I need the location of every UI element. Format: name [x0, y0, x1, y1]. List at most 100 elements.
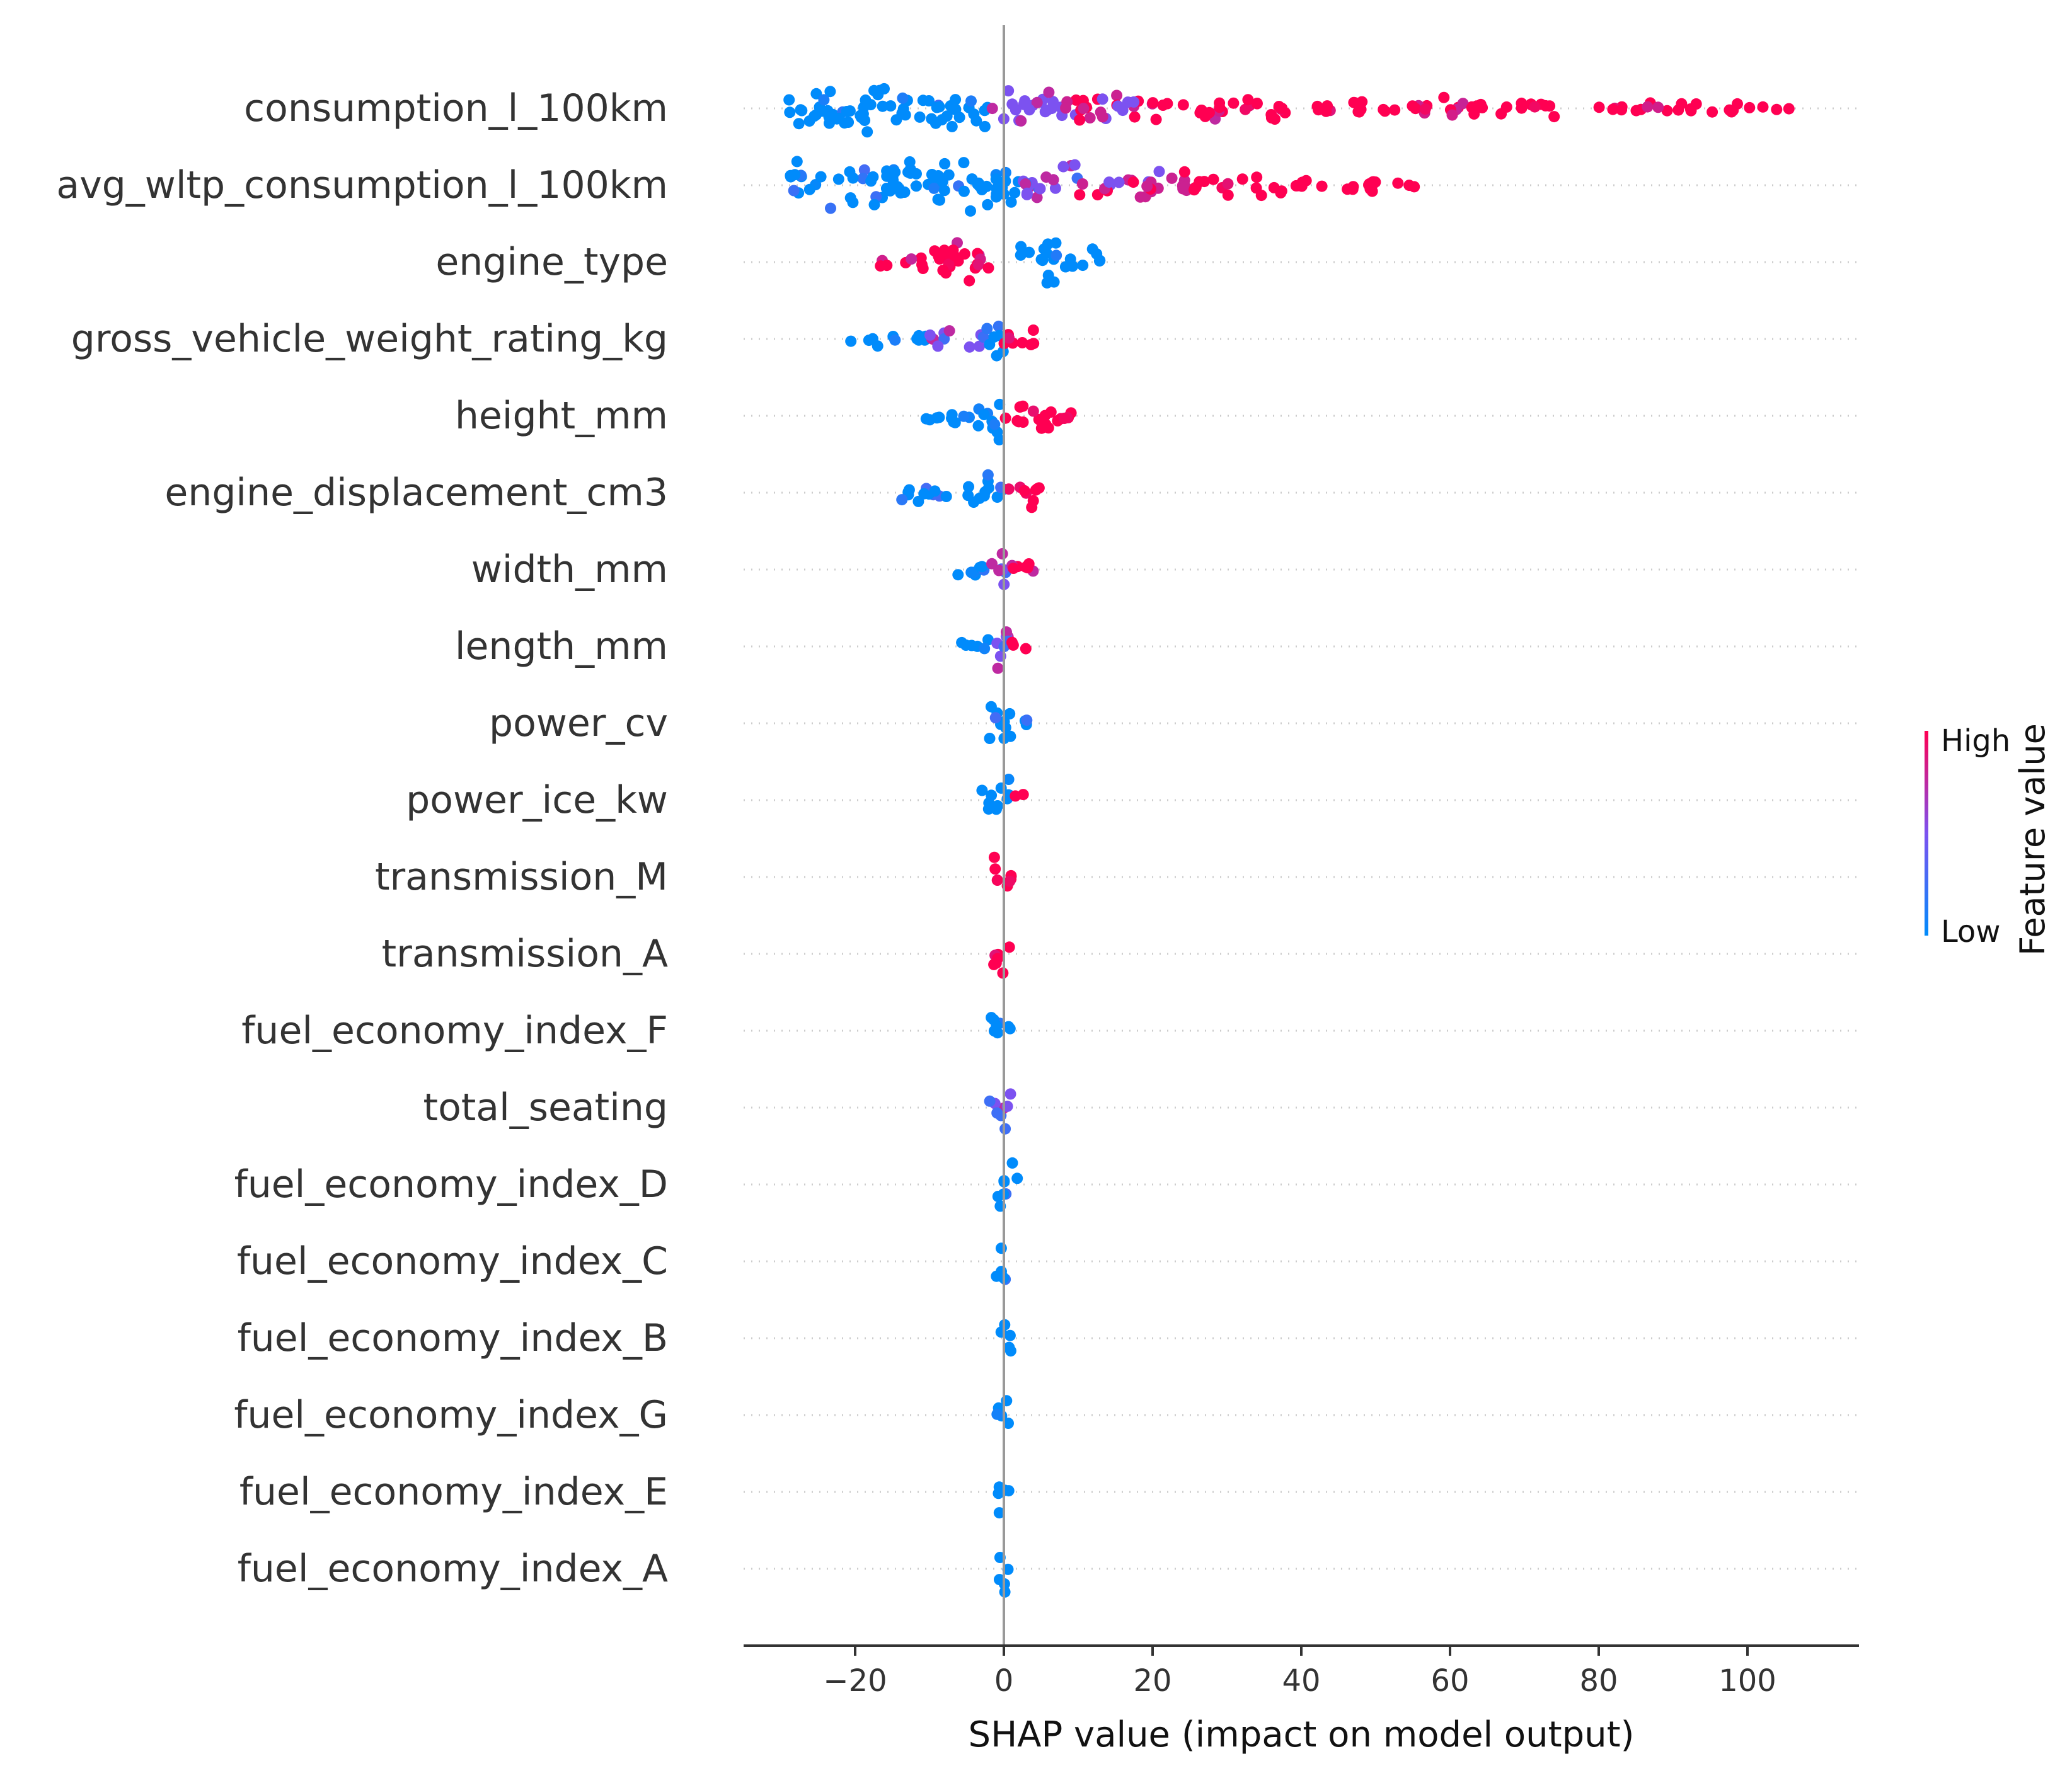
feature-label: engine_displacement_cm3	[164, 471, 668, 515]
shap-point	[906, 253, 918, 265]
shap-point	[1661, 105, 1673, 117]
feature-label: gross_vehicle_weight_rating_kg	[71, 317, 668, 361]
shap-point	[1476, 101, 1488, 113]
shap-point	[1017, 789, 1029, 801]
shap-point	[928, 182, 940, 194]
shap-point	[1005, 196, 1017, 208]
shap-point	[1607, 103, 1619, 115]
shap-point	[897, 103, 909, 115]
shap-point	[1194, 176, 1206, 188]
shap-point	[1016, 337, 1028, 348]
shap-point	[1273, 101, 1285, 112]
shap-point	[824, 86, 836, 98]
shap-point	[1407, 100, 1419, 112]
shap-point	[1122, 96, 1134, 108]
shap-point	[815, 171, 827, 183]
shap-point	[933, 101, 945, 113]
colorbar-low-label: Low	[1941, 914, 2001, 949]
colorbar: High Low Feature value	[1925, 723, 2052, 956]
shap-point	[887, 172, 899, 184]
shap-point	[965, 205, 976, 217]
shap-point	[952, 569, 964, 581]
shap-point	[1011, 1173, 1023, 1184]
shap-point	[892, 181, 904, 193]
shap-point	[1783, 103, 1795, 115]
feature-label: fuel_economy_index_A	[238, 1547, 668, 1591]
shap-point	[1516, 102, 1528, 114]
shap-point	[992, 800, 1003, 811]
shap-point	[996, 1266, 1007, 1278]
shap-point	[1020, 643, 1032, 655]
feature-label: length_mm	[455, 624, 668, 668]
shap-point	[1367, 178, 1379, 190]
shap-point	[1222, 189, 1234, 201]
shap-point	[1006, 1157, 1018, 1169]
shap-point	[963, 481, 974, 493]
shap-point	[1011, 415, 1023, 427]
shap-point	[979, 643, 991, 655]
shap-point	[958, 157, 970, 169]
shap-point	[1050, 237, 1062, 249]
shap-point	[982, 634, 994, 646]
shap-point	[1320, 105, 1332, 117]
shap-point	[960, 639, 972, 651]
shap-point	[1134, 191, 1146, 203]
shap-point	[932, 193, 944, 205]
shap-point	[1020, 178, 1032, 190]
shap-point	[1347, 181, 1359, 193]
colorbar-title: Feature value	[2013, 723, 2052, 956]
shap-point	[958, 410, 970, 422]
shap-point	[867, 171, 879, 183]
shap-point	[1147, 97, 1159, 109]
shap-point	[904, 156, 916, 168]
feature-label: power_ice_kw	[406, 778, 668, 822]
shap-point	[989, 712, 1001, 724]
shap-point	[914, 111, 926, 123]
shap-point	[1043, 86, 1055, 98]
shap-point	[994, 398, 1006, 410]
shap-point	[784, 106, 796, 118]
x-axis-title: SHAP value (impact on model output)	[969, 1714, 1635, 1755]
shap-point	[1707, 106, 1718, 118]
shap-point	[993, 320, 1004, 332]
shap-point	[1113, 176, 1125, 188]
shap-point	[939, 158, 951, 169]
shap-point	[1025, 339, 1037, 350]
shap-point	[1015, 241, 1027, 253]
shap-point	[785, 169, 797, 181]
feature-label: consumption_l_100km	[244, 86, 668, 130]
feature-label: fuel_economy_index_E	[239, 1470, 668, 1514]
colorbar-gradient	[1925, 731, 1928, 936]
shap-point	[978, 490, 990, 502]
shap-point	[793, 118, 805, 130]
shap-point	[1008, 563, 1020, 574]
shap-point	[1771, 103, 1783, 115]
feature-row-points	[991, 1242, 1011, 1285]
x-tick-label: −20	[823, 1663, 887, 1699]
shap-point	[1030, 484, 1042, 496]
shap-point	[946, 120, 958, 132]
shap-point	[1153, 166, 1165, 178]
shap-point	[1003, 483, 1015, 495]
shap-point	[1240, 103, 1252, 115]
shap-point	[832, 173, 844, 185]
shap-point	[868, 84, 880, 96]
shap-point	[946, 412, 957, 424]
shap-point	[1166, 172, 1178, 184]
shap-point	[1684, 103, 1696, 115]
shap-point	[1004, 708, 1016, 720]
shap-point	[1074, 114, 1086, 126]
shap-point	[923, 95, 935, 106]
shap-point	[1379, 105, 1391, 117]
shap-point	[1003, 85, 1015, 97]
shap-point	[1438, 91, 1450, 103]
feature-label: transmission_A	[382, 932, 668, 976]
shap-point	[1228, 97, 1240, 109]
x-axis: −20 0 20 40 60 80 100	[744, 1644, 1859, 1699]
shap-point	[972, 259, 984, 271]
shap-point	[933, 250, 945, 262]
shap-point	[1652, 101, 1664, 113]
shap-point	[988, 851, 1000, 863]
shap-point	[847, 197, 859, 209]
shap-point	[993, 565, 1005, 576]
